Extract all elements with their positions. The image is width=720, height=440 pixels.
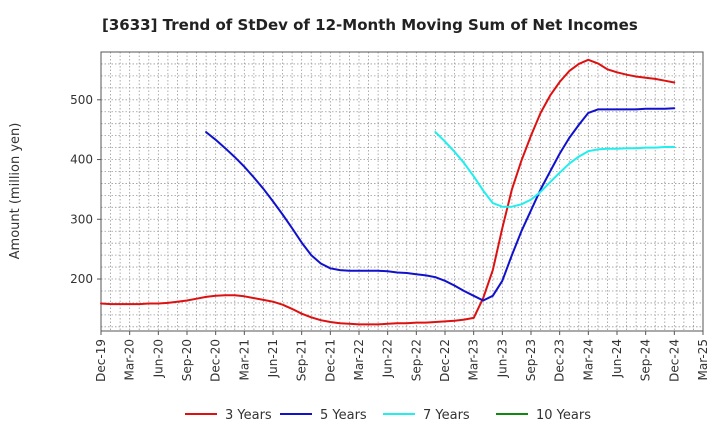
plot-background: [101, 52, 703, 331]
x-tick-label: Mar-21: [237, 339, 251, 380]
x-tick-label: Sep-23: [524, 339, 538, 381]
x-tick-label: Mar-24: [581, 339, 595, 380]
x-tick-label: Sep-20: [180, 339, 194, 381]
x-tick-label: Sep-22: [409, 339, 423, 381]
x-tick-label: Jun-21: [266, 339, 280, 378]
series-line-3-years: [100, 58, 676, 326]
chart-legend: 3 Years 5 Years 7 Years 10 Years: [185, 408, 591, 423]
y-tick-label: 200: [70, 272, 93, 286]
x-tick-label: Jun-23: [495, 339, 509, 378]
y-tick-label: 300: [70, 212, 93, 226]
legend-label-5-years: 5 Years: [320, 408, 367, 423]
series-line-5-years: [205, 107, 676, 302]
x-tick-label: Dec-20: [209, 339, 223, 382]
x-tick-label: Mar-23: [467, 339, 481, 380]
legend-label-10-years: 10 Years: [536, 408, 591, 423]
chart-title: [3633] Trend of StDev of 12-Month Moving…: [102, 16, 638, 34]
x-tick-label: Dec-22: [438, 339, 452, 382]
x-tick-label: Sep-21: [295, 339, 309, 381]
x-tick-label: Mar-22: [352, 339, 366, 380]
x-tick-label: Jun-22: [381, 339, 395, 378]
x-tick-label: Dec-24: [667, 339, 681, 382]
plot-frame: [100, 51, 704, 332]
x-tick-label: Mar-25: [696, 339, 710, 380]
legend-label-3-years: 3 Years: [225, 408, 272, 423]
plot-area: 200 300 400 500 Dec-19 Mar-20 Jun-20 Sep-20 Dec-…: [70, 51, 710, 382]
x-tick-label: Mar-20: [123, 339, 137, 380]
x-tick-label: Jun-24: [610, 339, 624, 378]
y-tick-label: 500: [70, 93, 93, 107]
y-tick-label: 400: [70, 153, 93, 167]
x-tick-label: Sep-24: [639, 339, 653, 381]
x-tick-label: Dec-21: [323, 339, 337, 382]
x-tick-label: Dec-19: [94, 339, 108, 382]
legend-label-7-years: 7 Years: [423, 408, 470, 423]
y-axis-label: Amount (million yen): [8, 123, 23, 260]
series-line-7-years: [434, 131, 676, 208]
x-tick-label: Dec-23: [553, 339, 567, 382]
x-tick-label: Jun-20: [151, 339, 165, 378]
